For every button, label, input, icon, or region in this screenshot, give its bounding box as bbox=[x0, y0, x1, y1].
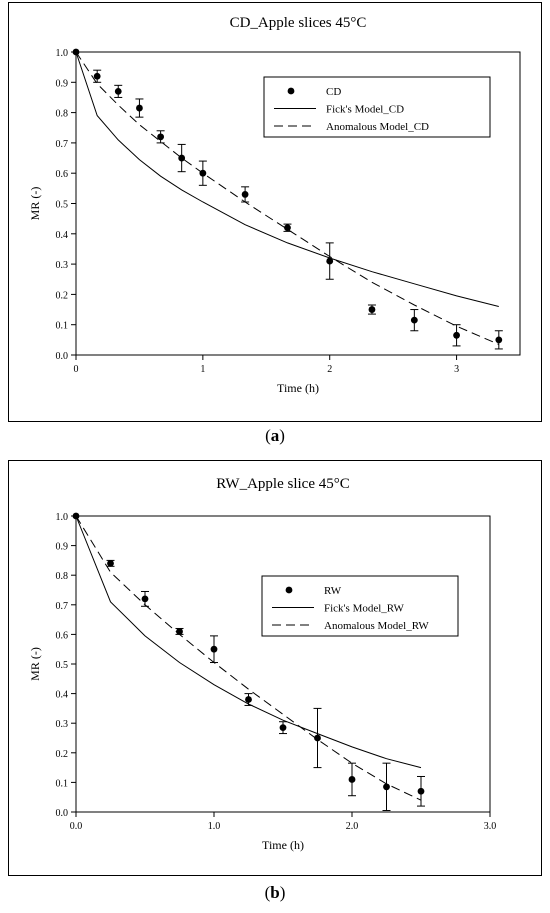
y-tick-label: 0.3 bbox=[56, 260, 69, 271]
y-tick-label: 1.0 bbox=[56, 512, 69, 523]
data-point bbox=[93, 72, 101, 80]
plot-area bbox=[75, 515, 491, 813]
data-point bbox=[284, 224, 291, 232]
y-tick-label: 0.8 bbox=[56, 109, 69, 120]
data-point bbox=[348, 776, 356, 783]
caption-a: a bbox=[270, 426, 280, 445]
data-point bbox=[210, 645, 218, 653]
data-point bbox=[136, 104, 143, 112]
chart-a: CD_Apple slices 45°C 0.0 0.1 0.2 0.3 0.4 0.5 0.… bbox=[8, 2, 542, 422]
y-axis-label: MR (-) bbox=[28, 647, 42, 681]
legend-label: Anomalous Model_CD bbox=[326, 121, 429, 133]
chart-panel-a: CD_Apple slices 45°C 0.0 0.1 0.2 0.3 0.4 0.5 0.… bbox=[0, 0, 550, 423]
legend-label: CD bbox=[326, 86, 341, 98]
data-point bbox=[326, 257, 334, 265]
data-point bbox=[114, 87, 122, 95]
y-tick-label: 0.6 bbox=[56, 630, 69, 641]
legend-label: Fick's Model_CD bbox=[326, 104, 404, 116]
data-point bbox=[383, 783, 390, 791]
y-tick-label: 0.1 bbox=[56, 321, 69, 332]
y-tick-label: 0.4 bbox=[56, 690, 69, 701]
y-tick-label: 0.2 bbox=[56, 749, 69, 760]
legend-label: Anomalous Model_RW bbox=[324, 620, 429, 632]
y-tick-label: 0.7 bbox=[56, 139, 69, 150]
y-tick-label: 0.8 bbox=[56, 571, 69, 582]
y-tick-label: 0.9 bbox=[56, 78, 69, 89]
x-tick-label: 1 bbox=[200, 364, 205, 375]
legend-marker-points bbox=[285, 586, 293, 594]
y-tick-label: 0.0 bbox=[56, 351, 69, 362]
x-tick-label: 1.0 bbox=[208, 821, 221, 832]
chart-panel-b: RW_Apple slice 45°C 0.0 0.1 0.2 0.3 0.4 0.5 0.6… bbox=[0, 458, 550, 878]
data-point bbox=[241, 191, 249, 198]
y-tick-label: 0.6 bbox=[56, 169, 69, 180]
y-tick-label: 0.5 bbox=[56, 660, 69, 671]
y-tick-label: 0.1 bbox=[56, 778, 69, 789]
y-tick-label: 0.9 bbox=[56, 542, 69, 553]
chart-b: RW_Apple slice 45°C 0.0 0.1 0.2 0.3 0.4 0.5 0.6… bbox=[8, 460, 542, 876]
y-tick-label: 0.5 bbox=[56, 200, 69, 211]
x-tick-label: 0 bbox=[74, 364, 79, 375]
x-tick-label: 3.0 bbox=[484, 821, 497, 832]
legend-marker-points bbox=[287, 87, 295, 95]
y-tick-label: 1.0 bbox=[56, 48, 69, 59]
chart-title: CD_Apple slices 45°C bbox=[230, 15, 367, 31]
anomalous-model-line bbox=[75, 51, 499, 345]
x-axis-label: Time (h) bbox=[277, 381, 319, 395]
fick-model-line bbox=[75, 515, 422, 769]
data-point bbox=[368, 306, 376, 313]
data-point bbox=[417, 787, 425, 795]
x-tick-label: 2.0 bbox=[346, 821, 359, 832]
anomalous-model-line bbox=[75, 515, 422, 801]
data-point bbox=[141, 595, 149, 603]
figure-frame bbox=[8, 2, 542, 422]
data-point bbox=[107, 559, 114, 567]
y-tick-label: 0.3 bbox=[56, 719, 69, 730]
data-point bbox=[495, 336, 503, 344]
data-point bbox=[410, 316, 418, 324]
legend-box bbox=[261, 575, 459, 637]
chart-title: RW_Apple slice 45°C bbox=[216, 476, 349, 492]
legend-label: Fick's Model_RW bbox=[324, 603, 405, 615]
caption-b-wrapper: (b) bbox=[264, 883, 286, 902]
caption-a-wrapper: (a) bbox=[265, 426, 285, 445]
data-point bbox=[453, 331, 460, 339]
data-point bbox=[157, 133, 165, 141]
legend-box bbox=[263, 76, 491, 138]
data-point bbox=[245, 696, 252, 703]
y-tick-label: 0.7 bbox=[56, 601, 69, 612]
x-tick-label: 0.0 bbox=[70, 821, 83, 832]
y-axis-label: MR (-) bbox=[28, 187, 42, 221]
legend-label: RW bbox=[324, 585, 342, 597]
y-tick-label: 0.4 bbox=[56, 230, 69, 241]
x-tick-label: 2 bbox=[327, 364, 332, 375]
y-tick-label: 0.0 bbox=[56, 808, 69, 819]
data-point bbox=[314, 734, 321, 742]
fick-model-line bbox=[75, 51, 499, 307]
caption-b: b bbox=[270, 883, 280, 902]
x-axis-label: Time (h) bbox=[262, 838, 304, 852]
x-tick-label: 3 bbox=[454, 364, 459, 375]
y-tick-label: 0.2 bbox=[56, 290, 69, 301]
data-point bbox=[279, 724, 287, 732]
figure-frame bbox=[8, 460, 542, 876]
